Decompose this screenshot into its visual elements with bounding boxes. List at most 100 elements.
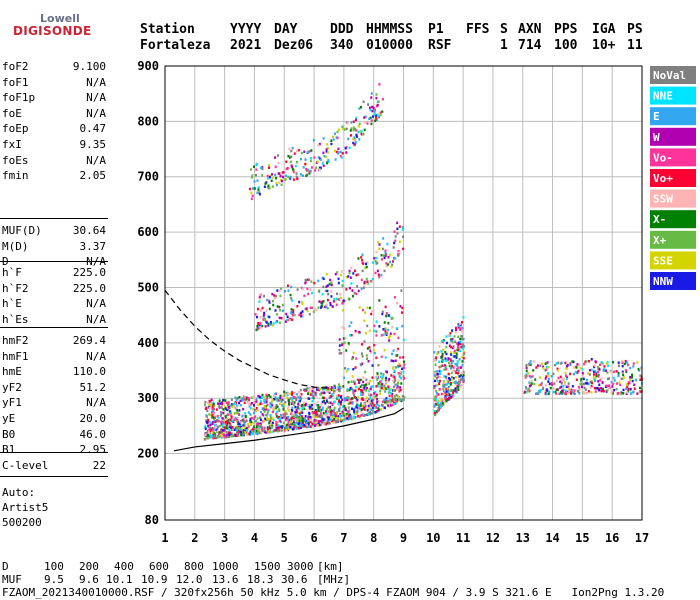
echo-dot	[354, 127, 357, 131]
echo-dot	[292, 419, 295, 423]
echo-dot	[236, 425, 239, 429]
echo-dot	[331, 419, 334, 422]
echo-dot	[226, 406, 229, 410]
echo-dot	[235, 419, 238, 423]
echo-dot	[261, 166, 264, 169]
echo-dot	[598, 383, 601, 387]
echo-dot	[250, 401, 253, 405]
echo-dot	[560, 392, 563, 396]
header-label-day: DAY	[274, 22, 298, 37]
echo-dot	[322, 151, 325, 155]
echo-dot	[344, 408, 347, 412]
echo-dot	[230, 428, 233, 432]
echo-dot	[258, 293, 261, 297]
echo-dot	[375, 93, 378, 96]
x-tick-label: 3	[221, 531, 228, 545]
echo-dot	[227, 413, 230, 416]
echo-dot	[365, 386, 368, 390]
echo-dot	[385, 333, 388, 337]
echo-dot	[375, 118, 378, 122]
echo-dot	[274, 396, 277, 399]
echo-dot	[289, 177, 292, 180]
echo-dot	[242, 432, 245, 436]
echo-dot	[323, 396, 326, 400]
echo-dot	[610, 370, 613, 374]
echo-dot	[311, 396, 314, 400]
echo-dot	[277, 172, 280, 175]
echo-dot	[299, 424, 302, 428]
echo-dot	[347, 342, 350, 345]
echo-dot	[361, 393, 364, 396]
echo-dot	[300, 415, 303, 418]
echo-dot	[348, 409, 351, 412]
echo-dot	[366, 282, 369, 286]
echo-dot	[368, 379, 371, 383]
echo-dot	[342, 385, 345, 388]
echo-dot	[265, 321, 268, 324]
echo-dot	[336, 130, 339, 134]
echo-dot	[637, 368, 640, 371]
echo-dot	[338, 348, 341, 352]
echo-dot	[211, 415, 214, 419]
echo-dot	[315, 387, 318, 390]
echo-dot	[636, 392, 639, 395]
echo-dot	[207, 430, 210, 434]
echo-dot	[456, 345, 459, 349]
echo-dot	[302, 425, 305, 428]
echo-dot	[304, 281, 307, 285]
echo-dot	[296, 393, 299, 396]
echo-dot	[271, 410, 274, 414]
echo-dot	[392, 359, 395, 363]
echo-dot	[281, 309, 284, 312]
echo-dot	[545, 388, 548, 391]
header-label-hhmmss: HHMMSS	[366, 22, 413, 37]
echo-dot	[295, 427, 298, 430]
echo-dot	[564, 389, 567, 393]
echo-dot	[263, 426, 266, 430]
echo-dot	[396, 349, 399, 352]
echo-dot	[257, 186, 260, 189]
echo-dot	[226, 435, 229, 438]
echo-dot	[381, 403, 384, 407]
echo-dot	[344, 367, 347, 370]
echo-dot	[442, 403, 445, 406]
echo-dot	[436, 352, 439, 356]
echo-dot	[639, 367, 642, 370]
echo-dot	[337, 281, 340, 285]
echo-dot	[315, 412, 318, 415]
echo-dot	[328, 391, 331, 394]
echo-dot	[259, 402, 262, 406]
echo-dot	[575, 366, 578, 369]
echo-dot	[457, 366, 460, 369]
echo-dot	[282, 178, 285, 181]
profile-line-solid	[173, 407, 404, 452]
echo-dot	[342, 419, 345, 422]
echo-dot	[375, 356, 378, 360]
echo-dot	[309, 157, 312, 160]
echo-dot	[602, 389, 605, 393]
echo-dot	[257, 327, 260, 331]
echo-dot	[526, 364, 529, 367]
echo-dot	[587, 383, 590, 386]
echo-dot	[333, 149, 336, 153]
echo-dot	[338, 352, 341, 355]
echo-dot	[444, 396, 447, 400]
echo-dot	[559, 380, 562, 384]
echo-dot	[607, 364, 610, 367]
echo-dot	[462, 353, 465, 357]
echo-dot	[317, 289, 320, 292]
echo-dot	[435, 395, 438, 398]
echo-dot	[363, 319, 366, 323]
echo-dot	[289, 397, 292, 400]
echo-dot	[211, 422, 214, 425]
echo-dot	[348, 343, 351, 346]
echo-dot	[260, 396, 263, 399]
echo-dot	[363, 403, 366, 406]
echo-dot	[360, 408, 363, 411]
echo-dot	[225, 426, 228, 430]
echo-dot	[333, 297, 336, 301]
echo-dot	[358, 306, 361, 309]
echo-dot	[260, 431, 263, 435]
echo-dot	[588, 373, 591, 376]
echo-dot	[274, 398, 277, 401]
